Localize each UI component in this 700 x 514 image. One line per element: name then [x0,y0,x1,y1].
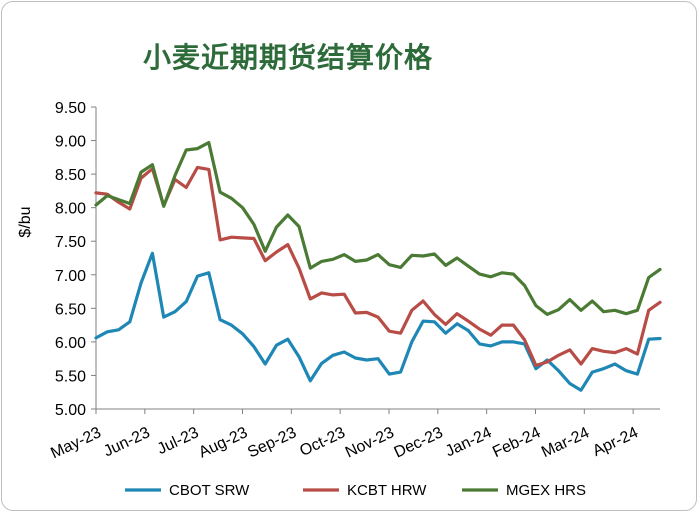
y-tick-label: 7.00 [55,268,86,285]
series-line-mgex-hrs [94,141,662,316]
x-tick-label: Jul-23 [155,424,202,458]
series-line-kcbt-hrw [94,165,662,367]
y-tick-label: 6.00 [55,335,86,352]
y-tick-label: 5.50 [55,368,86,385]
y-tick-label: 8.00 [55,201,86,218]
x-tick-label: Nov-23 [343,424,397,461]
y-tick-label: 7.50 [55,234,86,251]
y-tick-label: 9.00 [55,134,86,151]
legend-label-kcbt-hrw: KCBT HRW [347,482,427,499]
legend-label-cbot-srw: CBOT SRW [169,482,250,499]
x-tick-label: Sep-23 [245,424,299,461]
x-tick-label: Dec-23 [392,424,446,461]
x-tick-label: Aug-23 [196,424,250,461]
series-line-cbot-srw [94,251,662,392]
x-tick-label: Feb-24 [490,424,543,461]
x-tick-label: May-23 [48,424,104,462]
x-tick-label: Jan-24 [443,424,495,460]
x-tick-label: Mar-24 [539,424,592,461]
y-tick-label: 9.50 [55,100,86,117]
y-tick-label: 5.00 [55,402,86,419]
y-tick-label: 6.50 [55,301,86,318]
legend-label-mgex-hrs: MGEX HRS [506,482,586,499]
y-tick-label: 8.50 [55,167,86,184]
y-axis-label: $/bu [17,206,34,237]
x-tick-label: Apr-24 [590,424,641,460]
chart-title: 小麦近期期货结算价格 [143,41,434,74]
x-tick-label: Jun-23 [101,424,153,460]
x-tick-label: Oct-23 [297,424,348,460]
